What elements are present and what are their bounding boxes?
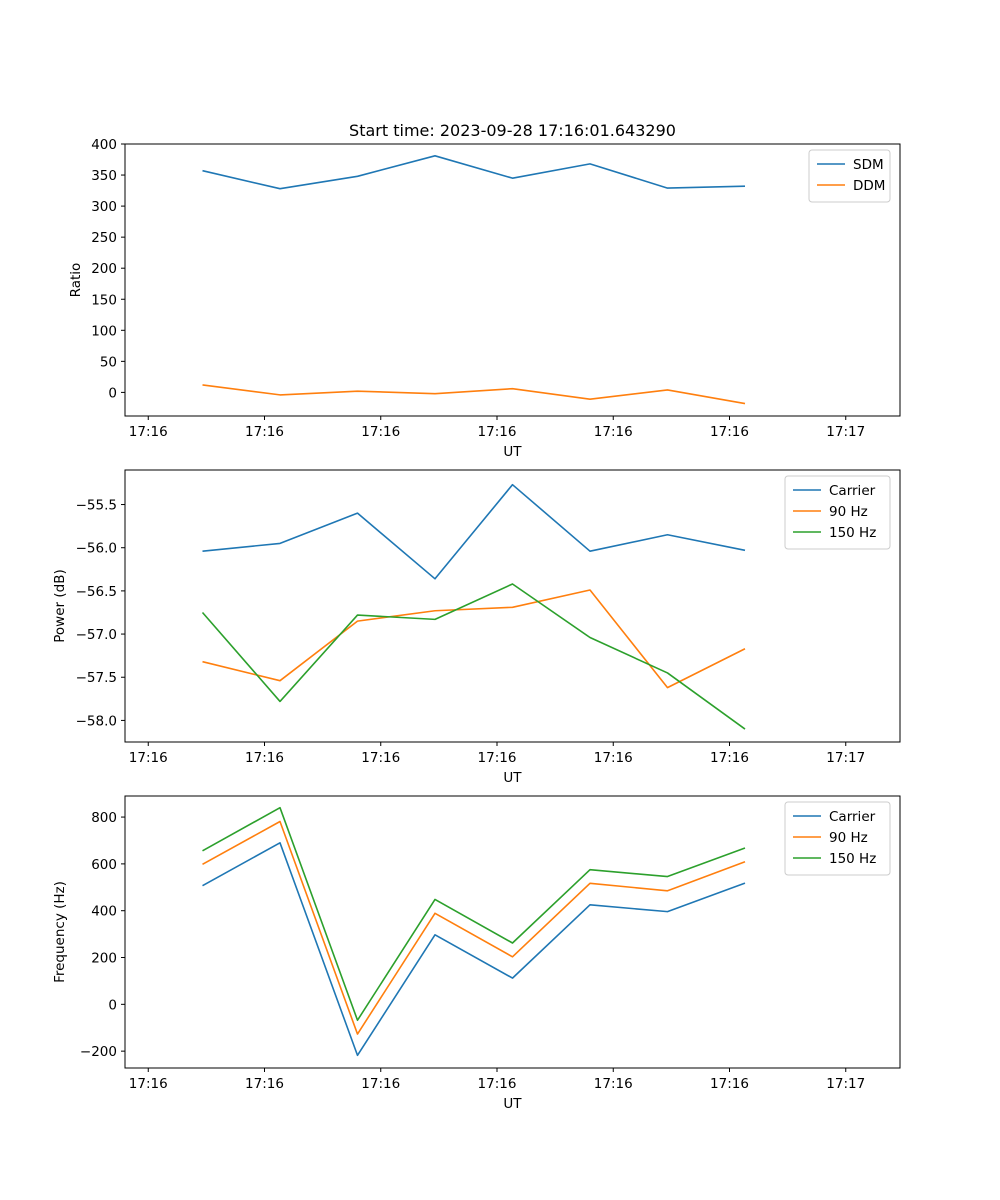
chart-title: Start time: 2023-09-28 17:16:01.643290 bbox=[349, 121, 676, 140]
y-tick-label: 250 bbox=[91, 230, 117, 246]
legend-label: Carrier bbox=[829, 483, 876, 499]
x-tick-label: 17:16 bbox=[361, 1076, 400, 1092]
x-tick-label: 17:16 bbox=[594, 750, 633, 766]
y-tick-label: 200 bbox=[91, 951, 117, 967]
y-tick-label: −58.0 bbox=[76, 713, 117, 729]
x-tick-label: 17:16 bbox=[478, 750, 517, 766]
y-tick-label: −57.0 bbox=[76, 627, 117, 643]
y-axis-label: Frequency (Hz) bbox=[52, 881, 68, 983]
subplots: 17:16 17:16 17:16 17:16 17:16 17:16 17:17 0 50 10… bbox=[52, 137, 901, 1112]
subplot-3: 17:16 17:16 17:16 17:16 17:16 17:16 17:17 −200 0… bbox=[52, 795, 901, 1112]
x-tick-label: 17:16 bbox=[594, 424, 633, 440]
axes-frame bbox=[124, 469, 901, 743]
y-tick-label: −56.5 bbox=[76, 584, 117, 600]
legend-label: 90 Hz bbox=[829, 504, 868, 520]
series-line-sdm bbox=[202, 155, 746, 190]
legend-label: 150 Hz bbox=[829, 851, 876, 867]
x-tick-label: 17:16 bbox=[361, 750, 400, 766]
legend-label: Carrier bbox=[829, 809, 876, 825]
x-tick-label: 17:16 bbox=[129, 424, 168, 440]
x-tick-label: 17:16 bbox=[478, 1076, 517, 1092]
x-axis-label: UT bbox=[503, 444, 522, 460]
legend: SDM DDM bbox=[808, 149, 891, 203]
x-tick-label: 17:16 bbox=[710, 1076, 749, 1092]
legend-label: SDM bbox=[853, 157, 884, 173]
legend-label: 90 Hz bbox=[829, 830, 868, 846]
y-axis-label: Power (dB) bbox=[52, 569, 68, 642]
y-tick-label: −56.0 bbox=[76, 541, 117, 557]
axes-frame bbox=[124, 795, 901, 1069]
y-tick-label: 600 bbox=[91, 857, 117, 873]
y-tick-label: 0 bbox=[108, 385, 117, 401]
legend-box bbox=[784, 801, 891, 876]
x-tick-label: 17:16 bbox=[245, 750, 284, 766]
subplot-1: 17:16 17:16 17:16 17:16 17:16 17:16 17:17 0 50 10… bbox=[68, 137, 901, 460]
y-axis-label: Ratio bbox=[68, 263, 84, 298]
x-tick-label: 17:17 bbox=[826, 1076, 865, 1092]
legend-label: DDM bbox=[853, 178, 885, 194]
y-tick-label: −200 bbox=[80, 1044, 117, 1060]
x-tick-label: 17:16 bbox=[710, 424, 749, 440]
series-line-90-hz bbox=[202, 820, 746, 1035]
legend: Carrier 90 Hz 150 Hz bbox=[784, 475, 891, 550]
y-tick-label: 350 bbox=[91, 168, 117, 184]
series-line-carrier bbox=[202, 842, 746, 1057]
y-tick-label: 400 bbox=[91, 137, 117, 153]
y-tick-label: 0 bbox=[108, 997, 117, 1013]
y-tick-label: 300 bbox=[91, 199, 117, 215]
legend: Carrier 90 Hz 150 Hz bbox=[784, 801, 891, 876]
x-tick-label: 17:16 bbox=[245, 1076, 284, 1092]
x-axis-label: UT bbox=[503, 770, 522, 786]
x-axis-label: UT bbox=[503, 1096, 522, 1112]
x-tick-label: 17:17 bbox=[826, 750, 865, 766]
series-line-150-hz bbox=[202, 806, 746, 1022]
x-tick-label: 17:16 bbox=[129, 1076, 168, 1092]
legend-box bbox=[784, 475, 891, 550]
y-tick-label: 400 bbox=[91, 904, 117, 920]
x-tick-label: 17:16 bbox=[478, 424, 517, 440]
x-tick-label: 17:16 bbox=[594, 1076, 633, 1092]
x-tick-label: 17:17 bbox=[826, 424, 865, 440]
series-line-90-hz bbox=[202, 589, 746, 689]
x-tick-label: 17:16 bbox=[245, 424, 284, 440]
subplot-2: 17:16 17:16 17:16 17:16 17:16 17:16 17:17 −58.0… bbox=[52, 469, 901, 786]
x-tick-label: 17:16 bbox=[129, 750, 168, 766]
x-tick-label: 17:16 bbox=[710, 750, 749, 766]
y-tick-label: 100 bbox=[91, 323, 117, 339]
y-tick-label: 150 bbox=[91, 292, 117, 308]
y-tick-label: −57.5 bbox=[76, 670, 117, 686]
series-line-carrier bbox=[202, 483, 746, 580]
x-tick-label: 17:16 bbox=[361, 424, 400, 440]
legend-box bbox=[808, 149, 891, 203]
y-tick-label: −55.5 bbox=[76, 498, 117, 514]
series-line-ddm bbox=[202, 384, 746, 405]
y-tick-label: 50 bbox=[100, 354, 117, 370]
y-tick-label: 200 bbox=[91, 261, 117, 277]
y-tick-label: 800 bbox=[91, 810, 117, 826]
axes-frame bbox=[124, 143, 901, 417]
series-line-150-hz bbox=[201, 583, 746, 730]
legend-label: 150 Hz bbox=[829, 525, 876, 541]
